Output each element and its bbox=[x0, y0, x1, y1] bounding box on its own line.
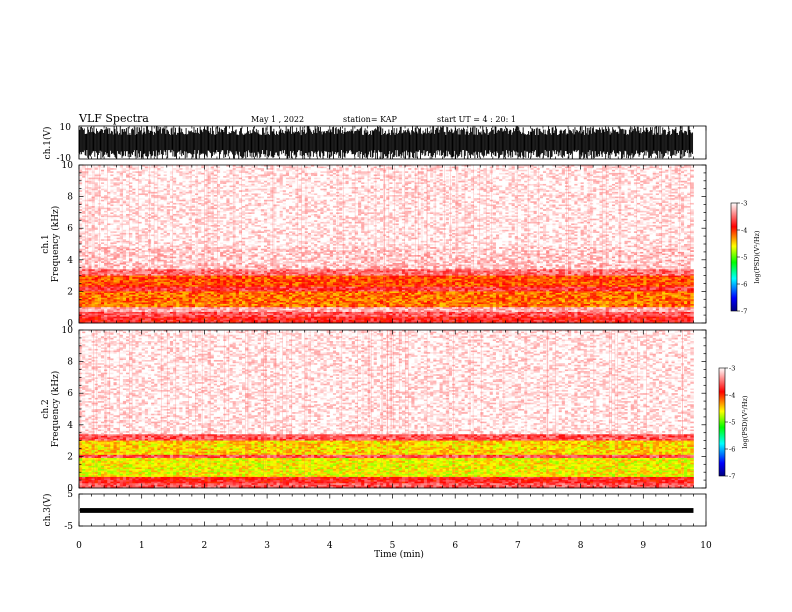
ch1-waveform-ylabel: ch.1(V) bbox=[42, 127, 53, 160]
ch1-spectrogram-image bbox=[79, 165, 694, 323]
header-date: May 1 , 2022 bbox=[251, 115, 304, 124]
ch1-waveform-trace bbox=[79, 126, 693, 159]
ch1-ytick-top: 10 bbox=[60, 123, 72, 133]
ch1-waveform-panel: 10 -10 ch.1(V) bbox=[42, 123, 706, 164]
header-station: station= KAP bbox=[343, 115, 398, 124]
vlf-spectra-figure: VLF Spectra May 1 , 2022 station= KAP st… bbox=[0, 0, 792, 612]
figure-title: VLF Spectra bbox=[78, 112, 149, 125]
header-start-time: start UT = 4 : 20: 1 bbox=[437, 115, 516, 124]
